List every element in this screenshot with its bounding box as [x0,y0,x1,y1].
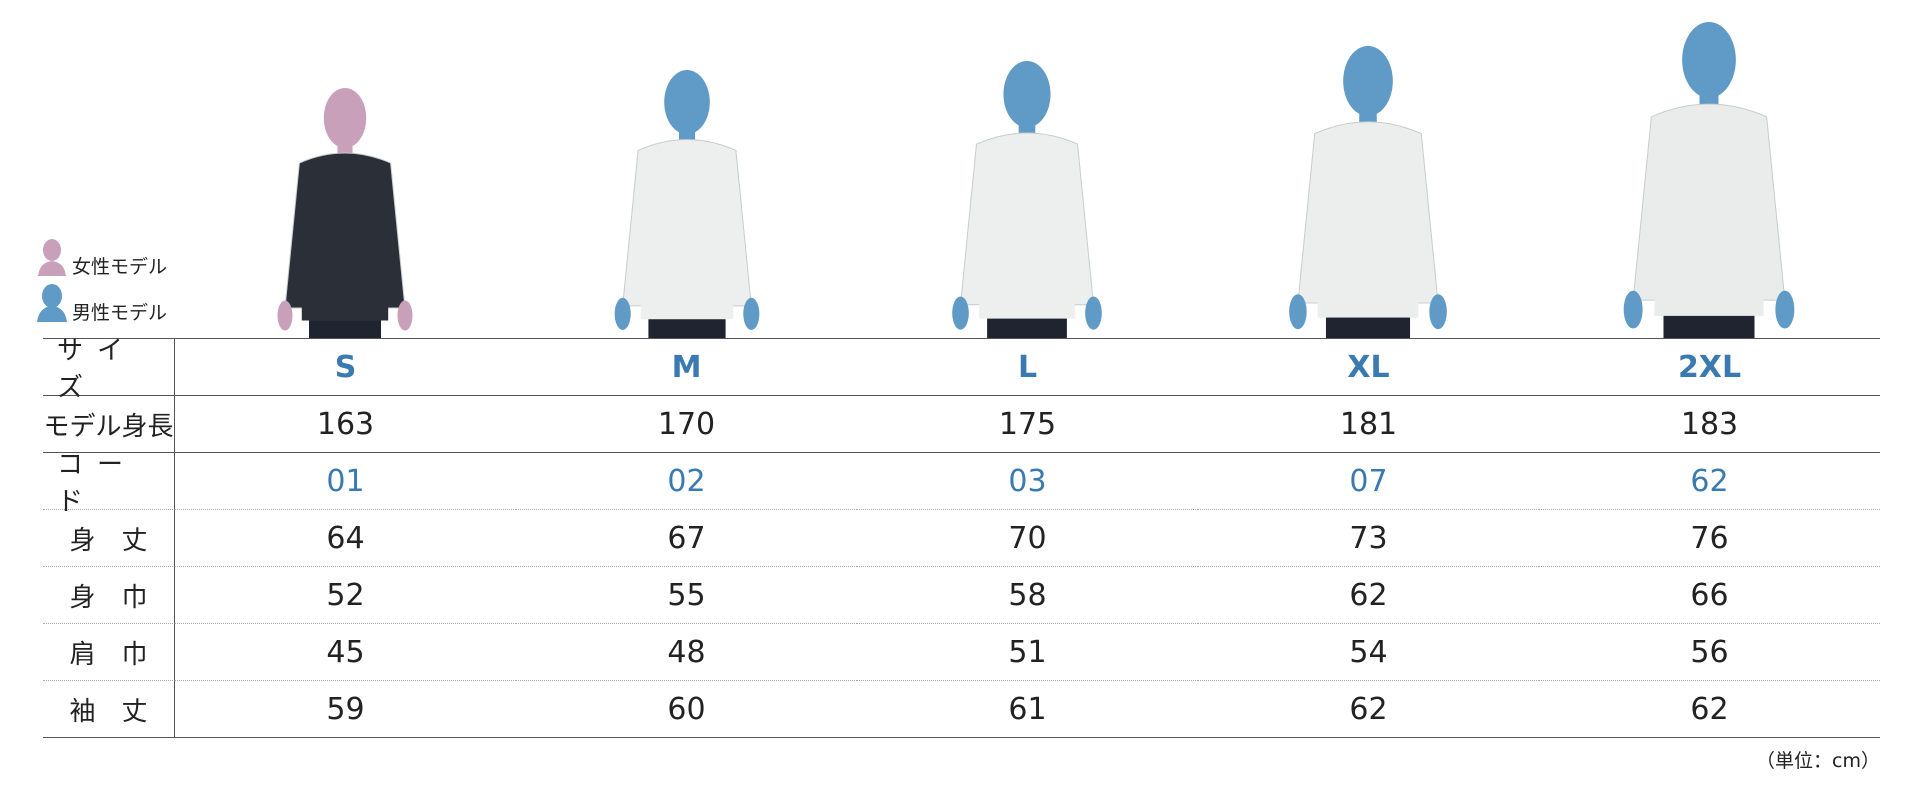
cell-value: 51 [857,624,1198,681]
cell-value: 183 [1539,396,1880,453]
cell-value: 76 [1539,510,1880,567]
cell-value: 62 [1539,453,1880,510]
unit-note: （単位：cm） [1756,750,1880,772]
cell-value: 67 [516,510,857,567]
cell-value: 48 [516,624,857,681]
cell-value: 61 [1008,691,1047,727]
model-figure [1289,46,1447,338]
legend-male: 男性モデル [72,302,168,324]
cell-value: 56 [1539,624,1880,681]
row-label: 身 丈 [43,510,175,567]
row-label: 袖 丈 [43,681,175,737]
model-figure [1623,22,1795,338]
cell-value: 181 [1198,396,1539,453]
cell-value: 62 [1690,691,1729,727]
cell-value: 45 [175,624,516,681]
cell-value: 70 [857,510,1198,567]
size-name: L [857,339,1198,396]
model-figure [952,60,1102,338]
cell-value: 60 [667,691,706,727]
cell-value: 03 [857,453,1198,510]
legend-female: 女性モデル [72,256,168,278]
cell-value: 163 [175,396,516,453]
size-name: 2XL [1539,339,1880,396]
cell-value: 58 [857,567,1198,624]
size-name: S [175,339,516,396]
model-figure [277,88,413,338]
model-figures [37,22,1795,338]
cell-value: 66 [1539,567,1880,624]
cell-value: 175 [857,396,1198,453]
cell-value: 62 [1198,567,1539,624]
cell-value: 07 [1198,453,1539,510]
cell-value: 59 [326,691,365,727]
model-figure [614,70,760,338]
row-label: 身 巾 [43,567,175,624]
cell-value: 62 [1349,691,1388,727]
row-label: コード [43,450,175,517]
legend-female-icon [38,239,66,276]
cell-value: 01 [175,453,516,510]
cell-value: 02 [516,453,857,510]
size-name: M [516,339,857,396]
cell-value: 52 [175,567,516,624]
size-name: XL [1198,339,1539,396]
cell-value: 55 [516,567,857,624]
header-label: サイズ [43,336,175,403]
cell-value: 54 [1198,624,1539,681]
legend-male-icon [37,284,67,322]
row-label: モデル身長 [43,396,175,453]
cell-value: 170 [516,396,857,453]
row-label: 肩 巾 [43,624,175,681]
size-table: サイズ S M L XL 2XL モデル身長 163 170 175 181 183 コード 01 02 03… [43,336,1880,738]
cell-value: 64 [175,510,516,567]
cell-value: 73 [1198,510,1539,567]
